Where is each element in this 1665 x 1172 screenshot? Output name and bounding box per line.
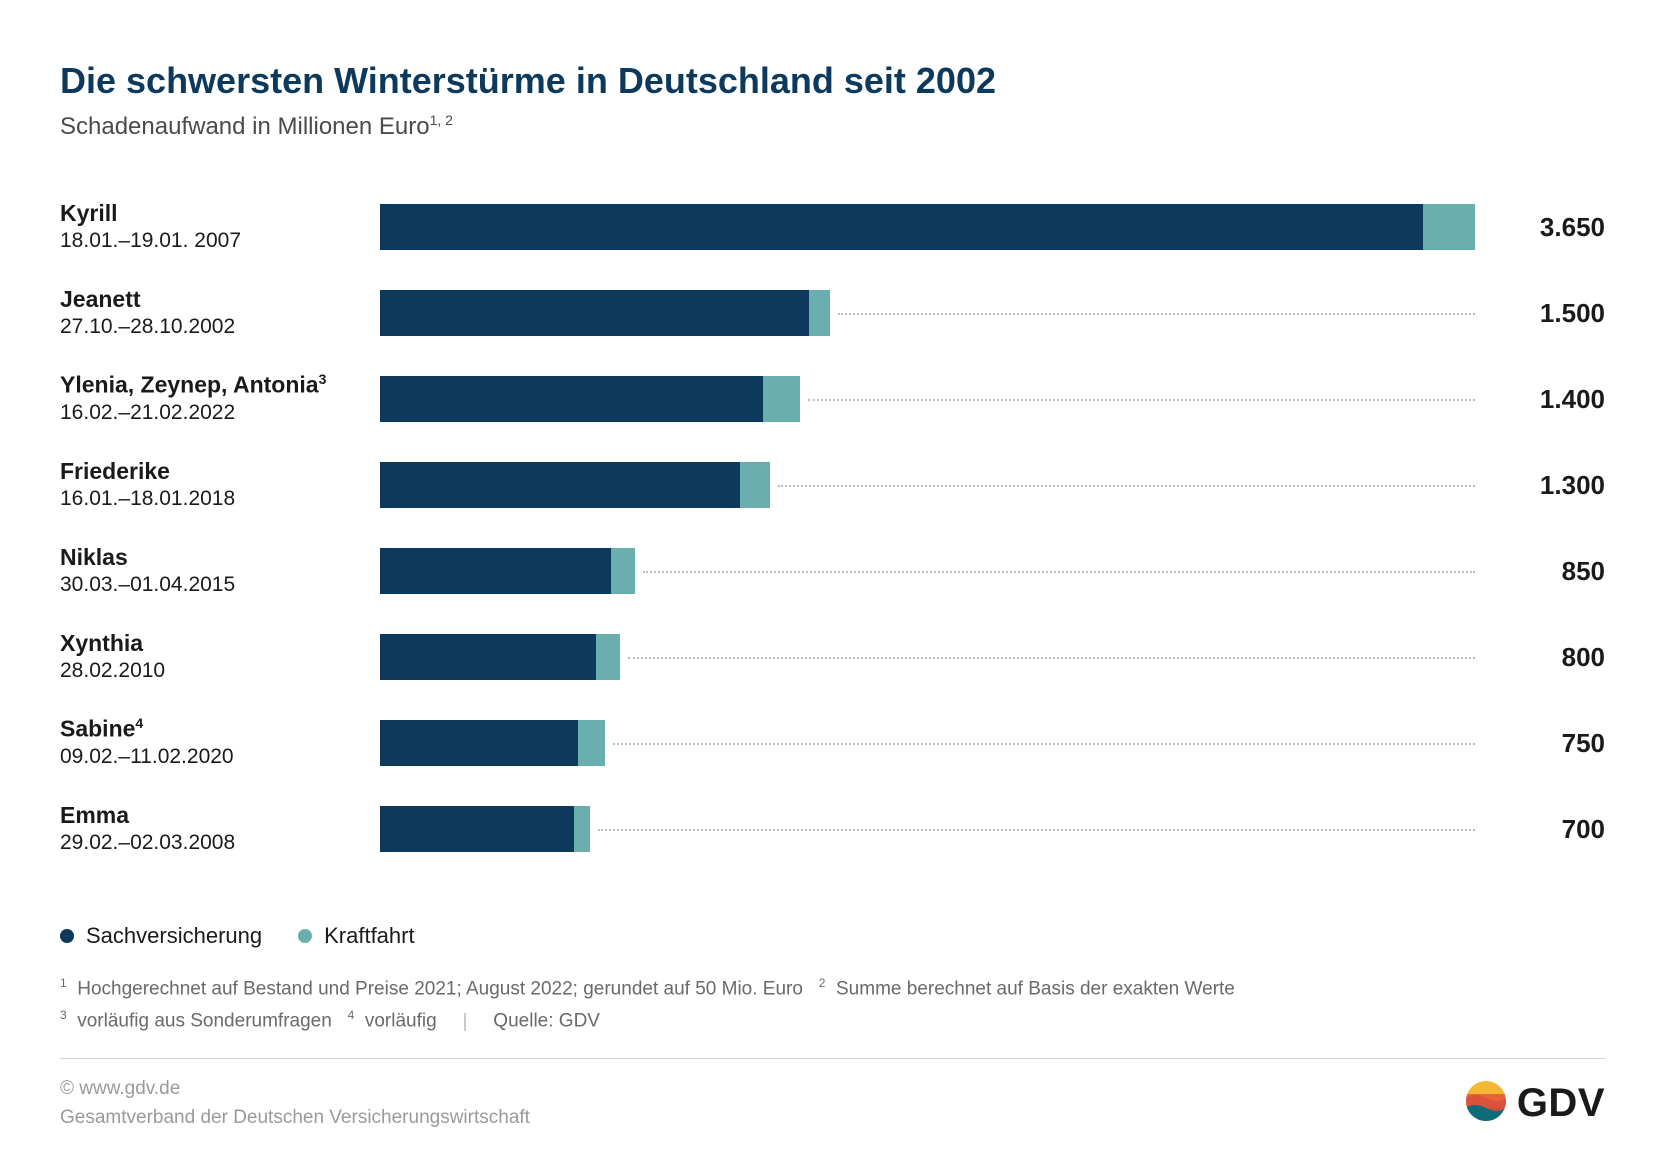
row-label: Sabine409.02.–11.02.2020 <box>60 715 380 771</box>
bar-area <box>380 376 1475 422</box>
storm-date: 18.01.–19.01. 2007 <box>60 227 370 254</box>
bar-segment-kraft <box>611 548 635 594</box>
bar-chart: Kyrill18.01.–19.01. 2007 3.650 Jeanett27.1… <box>60 191 1605 915</box>
bar-segment-kraft <box>596 634 620 680</box>
storm-name: Friederike <box>60 458 370 486</box>
storm-date: 28.02.2010 <box>60 657 370 684</box>
gdv-logo-icon <box>1465 1080 1507 1127</box>
legend-item-sach: Sachversicherung <box>60 923 262 949</box>
bar-segment-sach <box>380 720 578 766</box>
row-label: Xynthia28.02.2010 <box>60 630 380 685</box>
storm-name: Ylenia, Zeynep, Antonia3 <box>60 371 370 399</box>
bar-segment-kraft <box>574 806 591 852</box>
storm-name: Jeanett <box>60 286 370 314</box>
row-label: Emma29.02.–02.03.2008 <box>60 802 380 857</box>
leader-dots <box>598 829 1475 831</box>
storm-date: 09.02.–11.02.2020 <box>60 743 370 770</box>
row-label: Friederike16.01.–18.01.2018 <box>60 458 380 513</box>
chart-row: Xynthia28.02.2010 800 <box>60 621 1605 693</box>
chart-row: Ylenia, Zeynep, Antonia316.02.–21.02.202… <box>60 363 1605 435</box>
bar-value: 700 <box>1475 814 1605 845</box>
storm-date: 16.02.–21.02.2022 <box>60 399 370 426</box>
legend-dot-icon <box>298 929 312 943</box>
footnotes: 1 Hochgerechnet auf Bestand und Preise 2… <box>60 973 1605 1038</box>
bar-segment-kraft <box>740 462 770 508</box>
storm-name: Sabine4 <box>60 715 370 743</box>
storm-name: Kyrill <box>60 200 370 228</box>
bar-segment-sach <box>380 376 763 422</box>
bar-area <box>380 806 1475 852</box>
bar-value: 1.500 <box>1475 298 1605 329</box>
bar-area <box>380 720 1475 766</box>
legend-dot-icon <box>60 929 74 943</box>
leader-dots <box>643 571 1475 573</box>
legend-item-kraft: Kraftfahrt <box>298 923 414 949</box>
bar-segment-kraft <box>809 290 830 336</box>
bar-area <box>380 634 1475 680</box>
bar-segment-kraft <box>763 376 801 422</box>
row-label: Kyrill18.01.–19.01. 2007 <box>60 200 380 255</box>
bar-segment-sach <box>380 634 596 680</box>
storm-date: 29.02.–02.03.2008 <box>60 829 370 856</box>
bar-area <box>380 290 1475 336</box>
legend-label: Kraftfahrt <box>324 923 414 949</box>
divider <box>60 1058 1605 1059</box>
subtitle-super: 1, 2 <box>430 112 453 128</box>
subtitle-text: Schadenaufwand in Millionen Euro <box>60 113 430 140</box>
storm-name: Niklas <box>60 544 370 572</box>
bar-segment-sach <box>380 290 809 336</box>
storm-date: 30.03.–01.04.2015 <box>60 571 370 598</box>
bar-segment-sach <box>380 204 1423 250</box>
legend-label: Sachversicherung <box>86 923 262 949</box>
bar-segment-kraft <box>1423 204 1476 250</box>
footer-right: GDV <box>1465 1080 1605 1127</box>
row-label: Niklas30.03.–01.04.2015 <box>60 544 380 599</box>
bar-segment-sach <box>380 462 740 508</box>
bar-area <box>380 462 1475 508</box>
row-label: Ylenia, Zeynep, Antonia316.02.–21.02.202… <box>60 371 380 427</box>
chart-title: Die schwersten Winterstürme in Deutschla… <box>60 60 1605 102</box>
leader-dots <box>628 657 1475 659</box>
chart-row: Sabine409.02.–11.02.2020 750 <box>60 707 1605 779</box>
storm-name: Xynthia <box>60 630 370 658</box>
bar-value: 1.300 <box>1475 470 1605 501</box>
chart-row: Emma29.02.–02.03.2008 700 <box>60 793 1605 865</box>
footer: © www.gdv.de Gesamtverband der Deutschen… <box>60 1075 1605 1132</box>
bar-value: 800 <box>1475 642 1605 673</box>
bar-segment-sach <box>380 548 611 594</box>
copyright: © www.gdv.de <box>60 1075 530 1104</box>
chart-row: Friederike16.01.–18.01.2018 1.300 <box>60 449 1605 521</box>
storm-name: Emma <box>60 802 370 830</box>
chart-row: Jeanett27.10.–28.10.2002 1.500 <box>60 277 1605 349</box>
bar-value: 3.650 <box>1475 212 1605 243</box>
leader-dots <box>808 399 1475 401</box>
chart-row: Niklas30.03.–01.04.2015 850 <box>60 535 1605 607</box>
row-label: Jeanett27.10.–28.10.2002 <box>60 286 380 341</box>
bar-area <box>380 204 1475 250</box>
bar-segment-sach <box>380 806 574 852</box>
leader-dots <box>838 313 1475 315</box>
org-name: Gesamtverband der Deutschen Versicherung… <box>60 1104 530 1133</box>
legend: Sachversicherung Kraftfahrt <box>60 923 1605 949</box>
chart-subtitle: Schadenaufwand in Millionen Euro1, 2 <box>60 112 1605 141</box>
bar-value: 1.400 <box>1475 384 1605 415</box>
gdv-logo-text: GDV <box>1517 1081 1605 1126</box>
footer-left: © www.gdv.de Gesamtverband der Deutschen… <box>60 1075 530 1132</box>
chart-row: Kyrill18.01.–19.01. 2007 3.650 <box>60 191 1605 263</box>
bar-area <box>380 548 1475 594</box>
bar-value: 850 <box>1475 556 1605 587</box>
leader-dots <box>613 743 1475 745</box>
bar-segment-kraft <box>578 720 605 766</box>
leader-dots <box>778 485 1475 487</box>
storm-date: 27.10.–28.10.2002 <box>60 313 370 340</box>
storm-date: 16.01.–18.01.2018 <box>60 485 370 512</box>
bar-value: 750 <box>1475 728 1605 759</box>
